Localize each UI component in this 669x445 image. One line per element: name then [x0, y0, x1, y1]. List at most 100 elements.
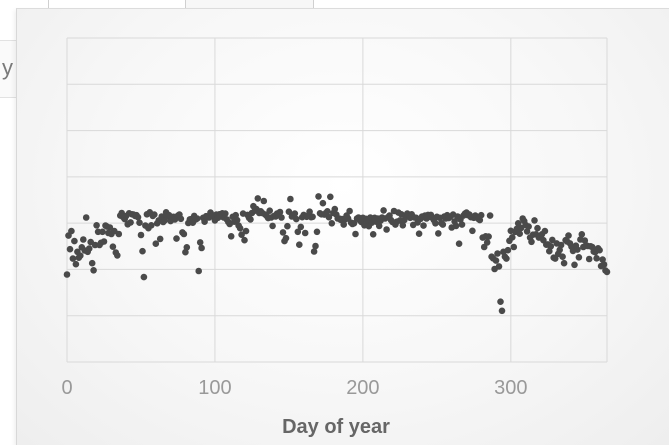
x-tick-labels: 0 100 200 300 [61, 377, 527, 399]
scatter-point [346, 207, 353, 215]
scatter-point [293, 215, 300, 223]
scatter-point [312, 242, 319, 250]
scatter-point [236, 224, 244, 232]
scatter-point [294, 228, 302, 236]
scatter-point [198, 244, 205, 252]
scatter-point [134, 213, 142, 221]
scatter-point [93, 222, 100, 229]
scatter-point [72, 260, 80, 268]
grid [66, 37, 608, 363]
scatter-point [541, 227, 549, 235]
scatter-point [531, 217, 538, 224]
scatter-point [432, 220, 439, 227]
scatter-point [99, 228, 106, 236]
scatter-point [140, 273, 148, 281]
scatter-point [77, 252, 84, 259]
background-tab[interactable] [48, 0, 186, 8]
scatter-point [85, 245, 93, 252]
scatter-point [68, 227, 75, 235]
scatter-point [137, 231, 145, 239]
scatter-point [100, 238, 108, 245]
scatter-point [148, 222, 155, 229]
scatter-points [63, 193, 611, 315]
scatter-point [173, 235, 180, 242]
scatter-point [309, 213, 316, 221]
scatter-point [375, 222, 383, 230]
scatter-point [574, 246, 581, 253]
scatter-point [82, 214, 90, 221]
scatter-point [313, 228, 321, 236]
scatter-point [458, 221, 466, 228]
x-tick-label: 0 [61, 377, 72, 399]
scatter-point [510, 243, 518, 251]
scatter-point [291, 210, 299, 217]
scatter-point [516, 230, 523, 237]
scatter-point [177, 215, 185, 223]
scatter-point [139, 247, 146, 255]
scatter-point [195, 267, 202, 275]
scatter-point [486, 212, 494, 219]
scatter-point [279, 229, 287, 236]
scatter-point [399, 222, 407, 229]
scatter-point [69, 255, 77, 262]
scatter-point [282, 234, 290, 242]
scatter-point [241, 236, 248, 244]
scatter-point [439, 221, 447, 228]
scatter-point [269, 222, 276, 230]
scatter-point [469, 227, 476, 235]
scatter-point [380, 207, 387, 214]
scatter-point [180, 230, 188, 238]
scatter-point [585, 255, 593, 263]
scatter-point [528, 238, 535, 246]
scatter-point [285, 208, 293, 215]
scatter-point [227, 233, 235, 240]
scatter-point [559, 253, 566, 260]
scatter-point [242, 227, 250, 235]
scatter-point [352, 230, 359, 238]
scatter-point [193, 215, 201, 222]
scatter-point [483, 239, 491, 246]
scatter-point [420, 222, 427, 229]
scatter-point [183, 244, 191, 251]
scatter-point [557, 241, 565, 249]
scatter-point [266, 207, 274, 214]
scatter-point [287, 195, 294, 203]
scatter-point [201, 218, 208, 225]
scatter-point [324, 208, 331, 215]
scatter-point [503, 255, 510, 262]
background-tab-active[interactable] [186, 0, 314, 8]
scatter-point [151, 211, 158, 218]
scatter-point [603, 268, 611, 276]
scatter-point [560, 259, 568, 267]
scatter-point [315, 193, 322, 200]
scatter-point [310, 248, 318, 255]
scatter-point [327, 193, 334, 201]
scatter-point [80, 236, 87, 243]
scatter-point [578, 231, 586, 238]
scatter-point [331, 205, 339, 213]
scatter-point [477, 211, 485, 219]
scatter-point [88, 259, 96, 267]
scatter-point [369, 231, 377, 238]
x-axis-title: Day of year [282, 416, 390, 438]
scatter-point [260, 197, 268, 205]
scatter-point [284, 222, 291, 230]
scatter-point [233, 216, 241, 224]
scatter-point [71, 237, 78, 245]
scatter-point [63, 271, 71, 278]
scatter-point [319, 199, 327, 207]
scatter-point [549, 236, 556, 244]
scatter-point [551, 255, 559, 262]
scatter-point [547, 243, 555, 250]
scatter-point [455, 240, 463, 247]
scatter-point [90, 267, 97, 274]
scatter-point [278, 214, 285, 221]
scatter-point [485, 233, 492, 240]
scatter-point [452, 222, 460, 230]
scatter-point [350, 220, 358, 227]
x-tick-label: 100 [198, 377, 231, 399]
scatter-point [301, 229, 309, 237]
scatter-point [109, 243, 117, 250]
scatter-point [497, 298, 504, 306]
